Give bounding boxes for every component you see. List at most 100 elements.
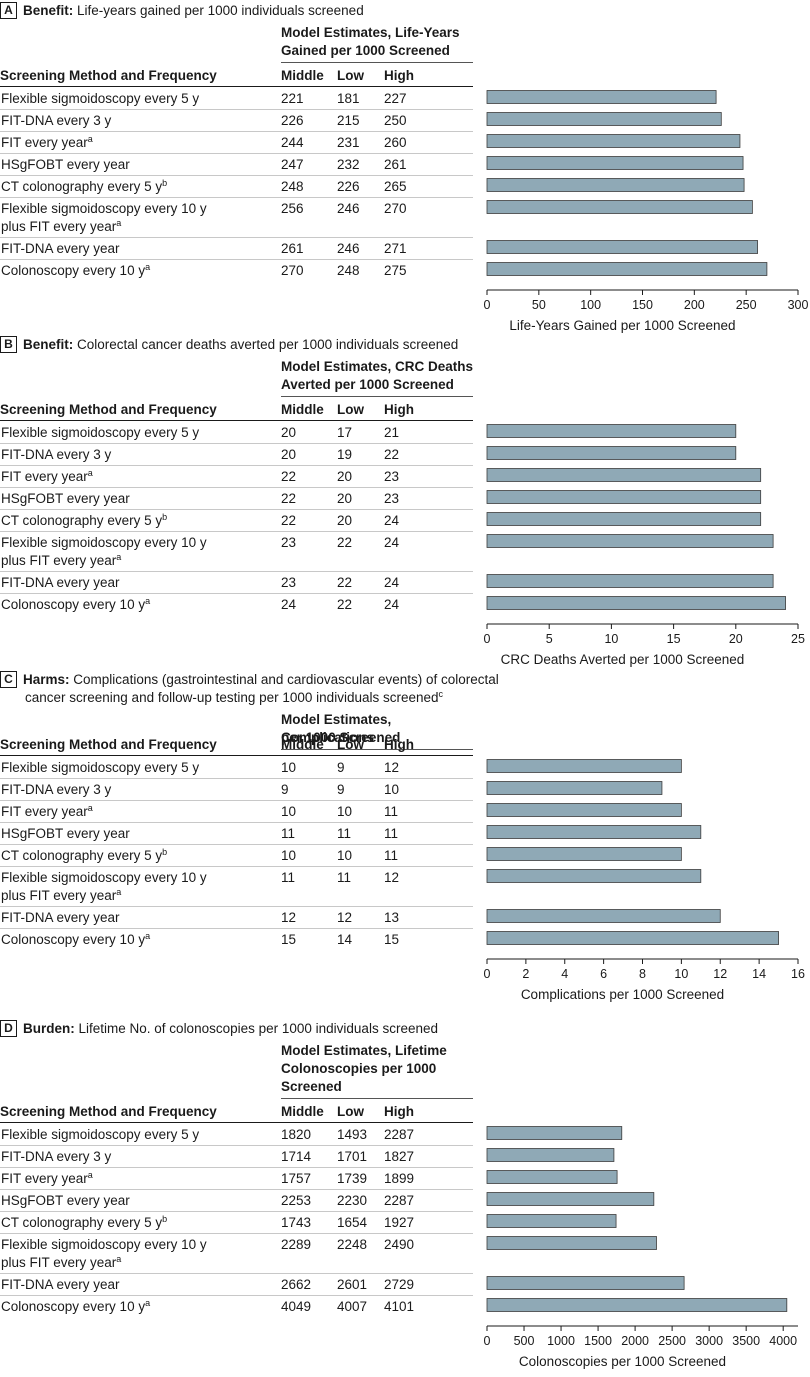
- method-label-text: FIT-DNA every year: [1, 241, 120, 256]
- x-tick-label: 16: [791, 967, 805, 981]
- column-header-method: Screening Method and Frequency: [0, 402, 217, 417]
- table-header-rule: [0, 420, 473, 421]
- x-tick-label: 0: [484, 1334, 491, 1348]
- x-tick-label: 1500: [584, 1334, 612, 1348]
- method-label-text: Flexible sigmoidoscopy every 10 y: [1, 535, 207, 550]
- value-high: 275: [384, 263, 407, 278]
- table-row: FIT-DNA every 3 y 1714 1701 1827: [0, 1145, 473, 1167]
- bar: [486, 869, 702, 883]
- value-low: 20: [337, 469, 353, 484]
- bar: [486, 1214, 617, 1228]
- x-tick-label: 1000: [547, 1334, 575, 1348]
- value-low: 11: [337, 870, 352, 885]
- row-divider: [0, 109, 473, 110]
- value-middle: 261: [281, 241, 304, 256]
- x-tick-label: 50: [532, 298, 546, 312]
- table-row: HSgFOBT every year 11 11 11: [0, 822, 473, 844]
- method-label-text: Flexible sigmoidoscopy every 5 y: [1, 760, 200, 775]
- x-tick-label: 6: [600, 967, 607, 981]
- footnote-marker: c: [438, 689, 444, 699]
- value-low: 231: [337, 135, 360, 150]
- x-tick-label: 150: [632, 298, 653, 312]
- table-row: FIT every yeara 22 20 23: [0, 465, 473, 487]
- column-header-high: High: [384, 402, 414, 417]
- method-label: Flexible sigmoidoscopy every 10 y plus FI…: [1, 200, 207, 236]
- bar: [486, 1126, 623, 1140]
- table-row: Colonoscopy every 10 ya 24 22 24: [0, 593, 473, 615]
- x-tick-label: 20: [729, 632, 743, 646]
- method-label: FIT-DNA every 3 y: [1, 1148, 111, 1166]
- panel-category: Burden:: [23, 1021, 75, 1036]
- value-middle: 24: [281, 597, 297, 612]
- method-label: Colonoscopy every 10 ya: [1, 262, 150, 280]
- model-header-line: Model Estimates, Complications: [281, 712, 392, 745]
- value-middle: 12: [281, 910, 297, 925]
- bar: [486, 240, 758, 254]
- x-tick-label: 4000: [769, 1334, 797, 1348]
- bar: [486, 534, 774, 548]
- method-label: Flexible sigmoidoscopy every 5 y: [1, 1126, 199, 1144]
- method-label: CT colonography every 5 yb: [1, 847, 167, 865]
- value-high: 10: [384, 782, 400, 797]
- method-label-text: Flexible sigmoidoscopy every 10 y: [1, 201, 207, 216]
- table-row: HSgFOBT every year 247 232 261: [0, 153, 473, 175]
- column-header-high: High: [384, 737, 414, 752]
- row-divider: [0, 1273, 473, 1274]
- x-tick-label: 3500: [732, 1334, 760, 1348]
- row-divider: [0, 259, 473, 260]
- method-label-text-line2: plus FIT every year: [1, 553, 117, 568]
- table-header-rule: [0, 755, 473, 756]
- table-row: Flexible sigmoidoscopy every 10 y plus FI…: [0, 531, 473, 571]
- method-label-text: Flexible sigmoidoscopy every 5 y: [1, 425, 200, 440]
- method-label: FIT every yeara: [1, 803, 93, 821]
- footnote-marker: a: [116, 218, 122, 228]
- x-axis-title: Complications per 1000 Screened: [521, 987, 724, 1002]
- bar: [486, 847, 682, 861]
- row-divider: [0, 531, 473, 532]
- panel-category: Benefit:: [23, 337, 74, 352]
- method-label-text: FIT-DNA every 3 y: [1, 447, 112, 462]
- panel-title-line2: cancer screening and follow-up testing p…: [25, 689, 443, 707]
- column-header-low: Low: [337, 402, 364, 417]
- value-middle: 10: [281, 804, 297, 819]
- panel-title: A Benefit: Life-years gained per 1000 ind…: [0, 2, 364, 20]
- method-label-text: HSgFOBT every year: [1, 1193, 130, 1208]
- model-header-line: Screened: [281, 1079, 342, 1094]
- method-label-text: FIT every year: [1, 135, 88, 150]
- bar-chart: 0 500 1000 1500 2000 2500 3000 3500 4000 Colonosc…: [484, 1126, 798, 1369]
- model-header-line: Model Estimates, Lifetime: [281, 1043, 447, 1058]
- value-high: 15: [384, 932, 400, 947]
- value-high: 2287: [384, 1127, 415, 1142]
- table-row: FIT-DNA every year 23 22 24: [0, 571, 473, 593]
- method-label: FIT-DNA every year: [1, 1276, 120, 1294]
- x-tick-label: 10: [604, 632, 618, 646]
- table-header-rule: [0, 1122, 473, 1123]
- footnote-marker: a: [87, 468, 93, 478]
- panel-letter: C: [0, 671, 17, 688]
- method-label-text: Colonoscopy every 10 y: [1, 263, 146, 278]
- value-low: 9: [337, 782, 345, 797]
- column-header-low: Low: [337, 68, 364, 83]
- panel-title-text: Complications (gastrointestinal and card…: [73, 672, 499, 687]
- bar: [486, 781, 663, 795]
- value-low: 20: [337, 491, 353, 506]
- value-low: 19: [337, 447, 353, 462]
- x-tick-label: 5: [546, 632, 553, 646]
- footnote-marker: b: [162, 847, 168, 857]
- value-high: 23: [384, 469, 400, 484]
- x-tick-label: 3000: [695, 1334, 723, 1348]
- table-row: Flexible sigmoidoscopy every 5 y 10 9 12: [0, 756, 473, 778]
- panel-letter: A: [0, 2, 17, 19]
- table-row: FIT every yeara 244 231 260: [0, 131, 473, 153]
- value-high: 24: [384, 513, 400, 528]
- value-middle: 248: [281, 179, 304, 194]
- x-tick-label: 200: [684, 298, 705, 312]
- table-row: Flexible sigmoidoscopy every 10 y plus FI…: [0, 1233, 473, 1273]
- table-row: CT colonography every 5 yb 10 10 11: [0, 844, 473, 866]
- bar: [486, 1298, 788, 1312]
- row-divider: [0, 593, 473, 594]
- bar: [486, 178, 745, 192]
- method-label-text: HSgFOBT every year: [1, 157, 130, 172]
- method-label: CT colonography every 5 yb: [1, 178, 167, 196]
- bar: [486, 112, 722, 126]
